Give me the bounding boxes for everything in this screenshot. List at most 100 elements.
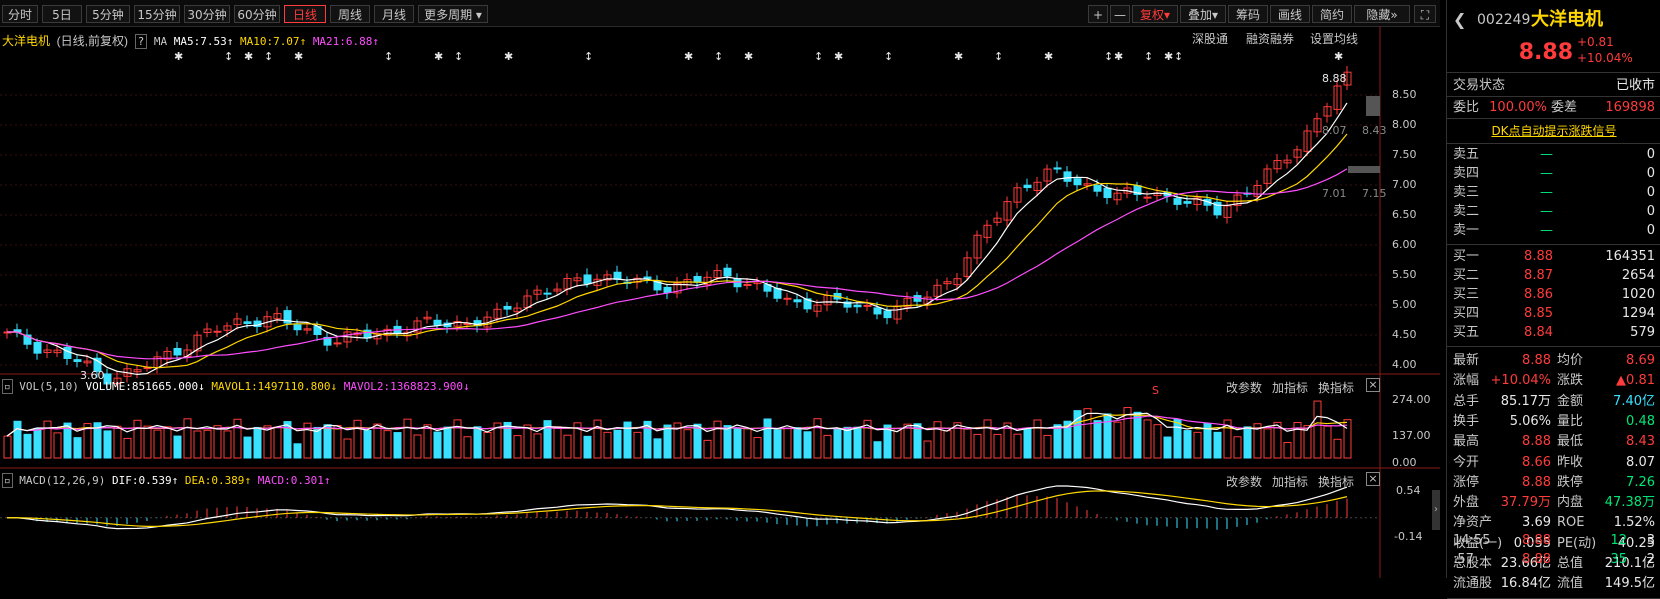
macd-add-indicator-button[interactable]: 加指标 <box>1272 475 1309 489</box>
candlestick <box>943 281 952 285</box>
event-marker-icon[interactable]: ↕ <box>1174 50 1183 63</box>
wb-value: 100.00% <box>1489 100 1547 115</box>
volume-bar <box>943 430 952 459</box>
event-marker-icon[interactable]: ↕ <box>884 50 893 63</box>
event-marker-icon[interactable]: ↕ <box>1144 50 1153 63</box>
stat-value: 8.88 <box>1522 353 1551 368</box>
hide-button[interactable]: 隐藏» <box>1354 5 1410 23</box>
panel-back-icon[interactable]: ❮ <box>1453 10 1467 29</box>
candlestick <box>553 288 562 292</box>
trade-status-value: 已收市 <box>1615 78 1655 93</box>
tick-row: 14:55 8.88 12 3 <box>1447 532 1660 549</box>
star-marker-icon[interactable]: ✱ <box>954 50 963 63</box>
candlestick <box>453 321 462 327</box>
overlay-dropdown[interactable]: 叠加▾ <box>1180 5 1226 23</box>
event-marker-icon[interactable]: ↕ <box>814 50 823 63</box>
event-marker-icon[interactable]: ↕ <box>994 50 1003 63</box>
event-marker-icon[interactable]: ↕ <box>1104 50 1113 63</box>
event-marker-icon[interactable]: ↕ <box>224 50 233 63</box>
star-marker-icon[interactable]: ✱ <box>1164 50 1173 63</box>
star-marker-icon[interactable]: ✱ <box>744 50 753 63</box>
star-marker-icon[interactable]: ✱ <box>294 50 303 63</box>
price-axis-tick: 6.50 <box>1392 208 1417 221</box>
period-tab-daily[interactable]: 日线 <box>284 5 326 23</box>
event-marker-icon[interactable]: ↕ <box>264 50 273 63</box>
event-marker-icon[interactable]: ↕ <box>714 50 723 63</box>
macd-switch-indicator-button[interactable]: 换指标 <box>1318 475 1355 489</box>
volume-bar <box>193 430 202 459</box>
period-tab-30min[interactable]: 30分钟 <box>184 5 230 23</box>
collapse-icon[interactable]: ▫ <box>2 473 13 488</box>
star-marker-icon[interactable]: ✱ <box>1114 50 1123 63</box>
simple-mode-button[interactable]: 简约 <box>1312 5 1352 23</box>
star-marker-icon[interactable]: ✱ <box>1334 50 1343 63</box>
vol-close-icon[interactable]: × <box>1366 378 1380 392</box>
period-tab-5day[interactable]: 5日 <box>42 5 82 23</box>
event-marker-icon[interactable]: ↕ <box>584 50 593 63</box>
macd-close-icon[interactable]: × <box>1366 472 1380 486</box>
candlestick <box>873 307 882 315</box>
stat-label: 净资产 <box>1453 515 1493 531</box>
fullscreen-icon[interactable]: ⛶ <box>1414 5 1436 23</box>
star-marker-icon[interactable]: ✱ <box>834 50 843 63</box>
period-tab-5min[interactable]: 5分钟 <box>86 5 130 23</box>
volume-bar <box>713 420 722 459</box>
volume-bar <box>1233 436 1242 459</box>
volume-bar <box>343 438 352 459</box>
volume-bar <box>1153 424 1162 459</box>
star-marker-icon[interactable]: ✱ <box>434 50 443 63</box>
volume-bar <box>333 424 342 459</box>
stat-value: 47.38万 <box>1604 495 1655 511</box>
candlestick <box>1263 168 1272 184</box>
candlestick <box>1313 118 1322 133</box>
link-set-ma[interactable]: 设置均线 <box>1310 32 1359 46</box>
vol-switch-indicator-button[interactable]: 换指标 <box>1318 381 1355 395</box>
star-marker-icon[interactable]: ✱ <box>684 50 693 63</box>
event-marker-icon[interactable]: ↕ <box>384 50 393 63</box>
chips-button[interactable]: 筹码 <box>1228 5 1268 23</box>
vol-add-indicator-button[interactable]: 加指标 <box>1272 381 1309 395</box>
kline-chart-svg[interactable]: ✱ ↕ ✱ ↕ ✱ ↕ ✱ ↕ ✱ ↕ ✱ ↕ ✱ ↕ ✱ ↕ ✱ ↕ ✱ ↕ ✱ ↕ ✱ ↕ ✱ <box>0 26 1440 578</box>
link-sgt[interactable]: 深股通 <box>1192 32 1229 46</box>
help-icon[interactable]: ? <box>134 34 148 49</box>
period-tab-monthly[interactable]: 月线 <box>374 5 414 23</box>
more-periods-dropdown[interactable]: 更多周期 ▾ <box>418 5 488 23</box>
fuquan-dropdown[interactable]: 复权▾ <box>1132 5 1178 23</box>
stat-label: 最新 <box>1453 353 1480 368</box>
star-marker-icon[interactable]: ✱ <box>244 50 253 63</box>
volume-bar <box>1023 427 1032 459</box>
candlestick <box>273 313 282 320</box>
star-marker-icon[interactable]: ✱ <box>174 50 183 63</box>
volume-bar <box>963 428 972 459</box>
candlestick <box>1083 183 1092 186</box>
stat-label: 最高 <box>1453 434 1480 450</box>
draw-line-button[interactable]: 画线 <box>1270 5 1310 23</box>
link-rzrq[interactable]: 融资融券 <box>1246 32 1295 46</box>
period-toolbar: 分时 5日 5分钟 15分钟 30分钟 60分钟 日线 周线 月线 更多周期 ▾… <box>0 0 1440 27</box>
more-periods-label: 更多周期 <box>424 8 473 22</box>
star-marker-icon[interactable]: ✱ <box>1044 50 1053 63</box>
collapse-icon[interactable]: ▫ <box>2 379 13 394</box>
period-tab-fenshi[interactable]: 分时 <box>2 5 38 23</box>
zoom-out-button[interactable]: — <box>1110 5 1130 23</box>
volume-bar <box>1333 438 1342 459</box>
quote-stat-row: 今开 8.66 昨收 8.07 <box>1447 454 1660 471</box>
period-tab-15min[interactable]: 15分钟 <box>134 5 180 23</box>
panel-collapse-handle[interactable]: › <box>1432 490 1440 530</box>
period-tab-weekly[interactable]: 周线 <box>330 5 370 23</box>
mavol1-line <box>6 413 1348 437</box>
period-tab-60min[interactable]: 60分钟 <box>234 5 280 23</box>
event-marker-icon[interactable]: ↕ <box>454 50 463 63</box>
zoom-in-button[interactable]: + <box>1088 5 1108 23</box>
wc-label: 委差 <box>1551 100 1578 115</box>
macd-edit-params-button[interactable]: 改参数 <box>1226 475 1263 489</box>
candlestick <box>1093 185 1102 192</box>
star-marker-icon[interactable]: ✱ <box>504 50 513 63</box>
dk-signal-link[interactable]: DK点自动提示涨跌信号 <box>1491 124 1617 138</box>
volume-bar <box>813 418 822 459</box>
volume-bar <box>183 418 192 459</box>
candlestick <box>1143 196 1152 199</box>
vol-edit-params-button[interactable]: 改参数 <box>1226 381 1263 395</box>
candlestick <box>953 278 962 286</box>
macd-axis-tick: -0.14 <box>1394 530 1423 543</box>
